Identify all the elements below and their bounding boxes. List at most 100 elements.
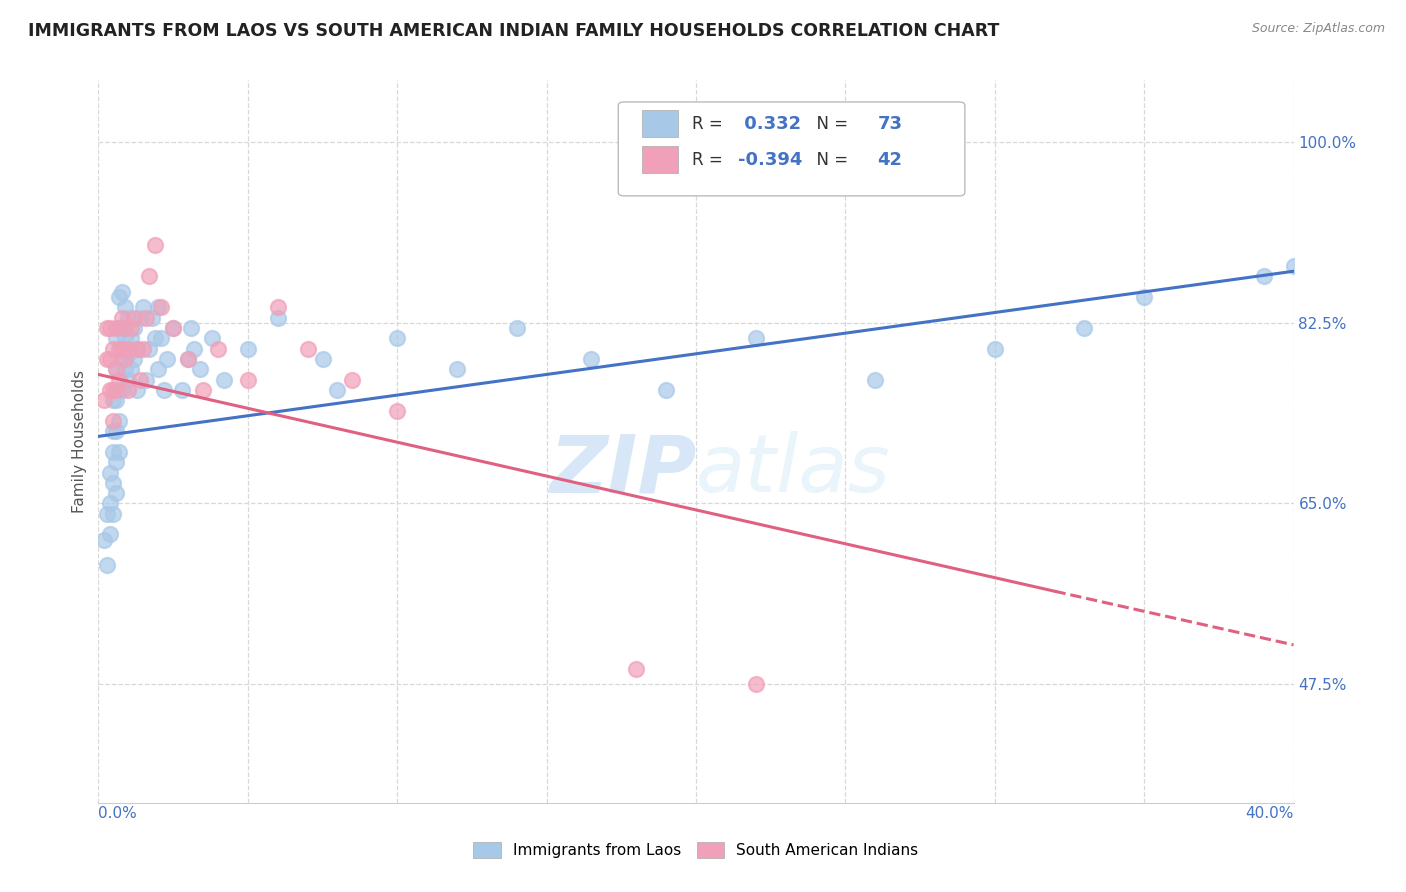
Point bbox=[201, 331, 224, 345]
Point bbox=[127, 383, 149, 397]
Point bbox=[96, 321, 118, 335]
Point bbox=[108, 414, 131, 428]
Point bbox=[114, 362, 136, 376]
Point bbox=[108, 445, 131, 459]
Text: 40.0%: 40.0% bbox=[1246, 806, 1294, 822]
Legend: Immigrants from Laos, South American Indians: Immigrants from Laos, South American Ind… bbox=[467, 836, 925, 864]
Point bbox=[98, 466, 122, 480]
Point bbox=[96, 507, 118, 521]
Point bbox=[1253, 269, 1275, 284]
Point bbox=[865, 373, 887, 387]
Point bbox=[311, 351, 333, 366]
Point bbox=[745, 331, 768, 345]
Point bbox=[114, 301, 136, 315]
Point bbox=[124, 310, 146, 325]
Point bbox=[267, 310, 290, 325]
Text: -0.394: -0.394 bbox=[738, 151, 803, 169]
Point bbox=[148, 301, 170, 315]
Point bbox=[150, 331, 173, 345]
Point bbox=[117, 373, 139, 387]
Point bbox=[108, 373, 131, 387]
Text: IMMIGRANTS FROM LAOS VS SOUTH AMERICAN INDIAN FAMILY HOUSEHOLDS CORRELATION CHAR: IMMIGRANTS FROM LAOS VS SOUTH AMERICAN I… bbox=[28, 22, 1000, 40]
Point bbox=[103, 475, 125, 490]
Point bbox=[188, 362, 211, 376]
Text: N =: N = bbox=[806, 151, 853, 169]
Point bbox=[132, 342, 155, 356]
Point bbox=[111, 321, 134, 335]
Point bbox=[1073, 321, 1095, 335]
Point bbox=[162, 321, 184, 335]
Point bbox=[120, 331, 142, 345]
Point bbox=[138, 269, 160, 284]
Point bbox=[105, 383, 128, 397]
Point bbox=[135, 310, 157, 325]
Text: R =: R = bbox=[692, 151, 728, 169]
Point bbox=[111, 342, 134, 356]
Point bbox=[141, 310, 163, 325]
Point bbox=[98, 321, 122, 335]
Point bbox=[98, 383, 122, 397]
Y-axis label: Family Households: Family Households bbox=[72, 370, 87, 513]
Point bbox=[1282, 259, 1305, 273]
Point bbox=[984, 342, 1007, 356]
Point bbox=[117, 347, 139, 361]
Text: ZIP: ZIP bbox=[548, 432, 696, 509]
Point bbox=[111, 310, 134, 325]
Point bbox=[120, 362, 142, 376]
Point bbox=[506, 321, 529, 335]
Point bbox=[143, 238, 166, 252]
Point bbox=[124, 321, 146, 335]
Point bbox=[114, 321, 136, 335]
Point bbox=[124, 351, 146, 366]
Point bbox=[177, 351, 200, 366]
Point bbox=[105, 362, 128, 376]
Point bbox=[114, 331, 136, 345]
Point bbox=[172, 383, 194, 397]
Point bbox=[96, 351, 118, 366]
Point bbox=[108, 383, 131, 397]
Point bbox=[267, 301, 290, 315]
Point bbox=[120, 321, 142, 335]
Point bbox=[162, 321, 184, 335]
Point bbox=[98, 496, 122, 510]
Point bbox=[103, 383, 125, 397]
Point bbox=[105, 486, 128, 500]
Text: 42: 42 bbox=[877, 151, 903, 169]
Text: atlas: atlas bbox=[696, 432, 891, 509]
Point bbox=[127, 342, 149, 356]
Point bbox=[156, 351, 179, 366]
Point bbox=[103, 342, 125, 356]
Point bbox=[103, 414, 125, 428]
Point bbox=[626, 662, 648, 676]
Point bbox=[129, 373, 152, 387]
Point bbox=[385, 403, 409, 417]
Point bbox=[385, 331, 409, 345]
Point bbox=[93, 393, 115, 408]
Bar bbox=[643, 146, 678, 173]
FancyBboxPatch shape bbox=[619, 102, 965, 196]
Point bbox=[745, 677, 768, 691]
Point bbox=[93, 533, 115, 547]
Point bbox=[103, 507, 125, 521]
Point bbox=[236, 342, 259, 356]
Point bbox=[105, 393, 128, 408]
Point bbox=[105, 455, 128, 469]
Point bbox=[103, 424, 125, 438]
Point bbox=[103, 393, 125, 408]
Point bbox=[326, 383, 349, 397]
Point bbox=[108, 342, 131, 356]
Point bbox=[127, 342, 149, 356]
Point bbox=[153, 383, 176, 397]
Point bbox=[655, 383, 678, 397]
Point bbox=[207, 342, 229, 356]
Point bbox=[183, 342, 205, 356]
Point bbox=[342, 373, 364, 387]
Point bbox=[111, 383, 134, 397]
Point bbox=[150, 301, 173, 315]
Point bbox=[98, 351, 122, 366]
Bar bbox=[643, 110, 678, 137]
Point bbox=[105, 362, 128, 376]
Text: 0.332: 0.332 bbox=[738, 115, 801, 133]
Point bbox=[236, 373, 259, 387]
Text: N =: N = bbox=[806, 115, 853, 133]
